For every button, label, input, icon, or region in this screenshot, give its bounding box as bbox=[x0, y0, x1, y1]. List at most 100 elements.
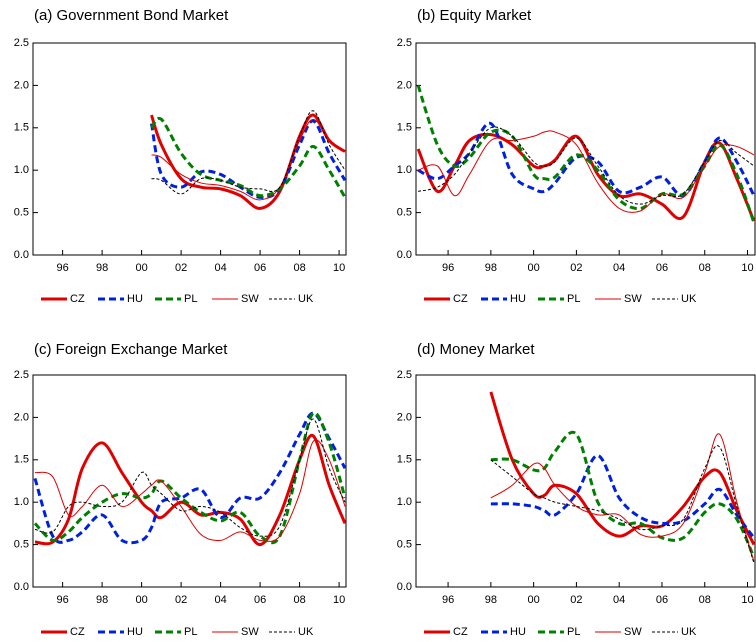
x-tick-label: 02 bbox=[175, 262, 187, 274]
panel-title: (d) Money Market bbox=[417, 341, 535, 358]
panel-title: (a) Government Bond Market bbox=[34, 7, 229, 24]
y-tick-label: 2.5 bbox=[14, 37, 29, 49]
series-line bbox=[416, 132, 755, 222]
x-tick-label: 06 bbox=[254, 594, 266, 606]
legend: CZ HU PL SW UK bbox=[424, 626, 697, 638]
x-tick-label: 98 bbox=[485, 594, 497, 606]
x-tick-label: 96 bbox=[442, 262, 454, 274]
y-tick-label: 1.5 bbox=[14, 454, 29, 466]
x-tick-label: 08 bbox=[699, 262, 711, 274]
y-tick-label: 0.0 bbox=[14, 249, 29, 261]
series-line bbox=[490, 430, 755, 558]
series-line bbox=[151, 110, 346, 195]
legend-label: SW bbox=[624, 626, 642, 638]
legend-label: CZ bbox=[453, 626, 468, 638]
y-tick-label: 2.5 bbox=[14, 369, 29, 381]
x-tick-label: 10 bbox=[333, 262, 345, 274]
x-tick-label: 06 bbox=[656, 594, 668, 606]
y-tick-label: 0.5 bbox=[397, 539, 412, 551]
legend-label: UK bbox=[681, 626, 697, 638]
series-line bbox=[150, 113, 346, 210]
y-tick-label: 1.5 bbox=[397, 454, 412, 466]
x-tick-label: 98 bbox=[96, 262, 108, 274]
x-tick-label: 00 bbox=[135, 262, 147, 274]
x-tick-label: 98 bbox=[96, 594, 108, 606]
x-tick-label: 02 bbox=[175, 594, 187, 606]
y-tick-label: 0.0 bbox=[397, 581, 412, 593]
y-tick-label: 1.0 bbox=[397, 164, 412, 176]
panel: (c) Foreign Exchange Market 0.0 0.5 1.0 1.5 2… bbox=[14, 341, 347, 638]
x-tick-label: 96 bbox=[56, 594, 68, 606]
legend-label: UK bbox=[681, 293, 697, 305]
x-tick-label: 04 bbox=[613, 262, 625, 274]
legend-label: CZ bbox=[70, 626, 85, 638]
y-tick-label: 1.0 bbox=[14, 496, 29, 508]
series-line bbox=[489, 391, 755, 546]
x-tick-label: 10 bbox=[741, 262, 753, 274]
y-tick-label: 2.0 bbox=[397, 411, 412, 423]
legend-label: HU bbox=[127, 293, 143, 305]
x-tick-label: 04 bbox=[214, 262, 226, 274]
plot-frame bbox=[415, 374, 756, 588]
x-tick-label: 10 bbox=[741, 594, 753, 606]
series-line bbox=[150, 116, 346, 199]
panel: (a) Government Bond Market 0.0 0.5 1.0 1.5 2.… bbox=[14, 7, 347, 305]
series-line bbox=[151, 118, 346, 201]
legend: CZ HU PL SW UK bbox=[424, 293, 697, 305]
panel-title: (b) Equity Market bbox=[417, 7, 532, 24]
legend-label: SW bbox=[241, 293, 259, 305]
y-tick-label: 1.5 bbox=[397, 122, 412, 134]
y-tick-label: 1.0 bbox=[397, 496, 412, 508]
series-line bbox=[34, 439, 346, 542]
y-tick-label: 2.0 bbox=[397, 79, 412, 91]
x-tick-label: 06 bbox=[254, 262, 266, 274]
legend-label: CZ bbox=[453, 293, 468, 305]
panel: (d) Money Market 0.0 0.5 1.0 1.5 2.0 2.5 96 98 00… bbox=[397, 341, 756, 638]
y-tick-label: 1.0 bbox=[14, 164, 29, 176]
legend-label: CZ bbox=[70, 293, 85, 305]
legend-label: PL bbox=[184, 293, 197, 305]
legend-label: SW bbox=[241, 626, 259, 638]
legend-label: HU bbox=[127, 626, 143, 638]
x-tick-label: 08 bbox=[699, 594, 711, 606]
y-tick-label: 0.0 bbox=[397, 249, 412, 261]
x-tick-label: 96 bbox=[442, 594, 454, 606]
series-line bbox=[417, 130, 755, 213]
x-tick-label: 02 bbox=[570, 594, 582, 606]
y-tick-label: 2.0 bbox=[14, 79, 29, 91]
legend-label: PL bbox=[567, 626, 580, 638]
series-line bbox=[490, 433, 755, 562]
y-tick-label: 0.5 bbox=[14, 539, 29, 551]
x-tick-label: 06 bbox=[656, 262, 668, 274]
series-line bbox=[34, 418, 346, 537]
plot-frame bbox=[415, 42, 756, 256]
x-tick-label: 08 bbox=[293, 262, 305, 274]
series-line bbox=[418, 126, 755, 205]
series-line bbox=[33, 411, 346, 545]
y-tick-label: 1.5 bbox=[14, 122, 29, 134]
y-tick-label: 0.5 bbox=[14, 207, 29, 219]
x-tick-label: 98 bbox=[485, 262, 497, 274]
legend-label: UK bbox=[298, 293, 314, 305]
legend-label: HU bbox=[510, 293, 526, 305]
plot-frame bbox=[32, 42, 347, 256]
x-tick-label: 10 bbox=[333, 594, 345, 606]
series-line bbox=[490, 445, 755, 564]
x-tick-label: 00 bbox=[135, 594, 147, 606]
series-line bbox=[490, 454, 755, 539]
y-tick-label: 2.5 bbox=[397, 369, 412, 381]
legend-label: PL bbox=[184, 626, 197, 638]
x-tick-label: 00 bbox=[528, 594, 540, 606]
x-tick-label: 00 bbox=[528, 262, 540, 274]
x-tick-label: 04 bbox=[214, 594, 226, 606]
x-tick-label: 02 bbox=[570, 262, 582, 274]
legend-label: HU bbox=[510, 626, 526, 638]
legend-label: UK bbox=[298, 626, 314, 638]
y-tick-label: 0.5 bbox=[397, 207, 412, 219]
x-tick-label: 08 bbox=[293, 594, 305, 606]
plot-frame bbox=[32, 374, 347, 588]
series-line bbox=[34, 433, 346, 547]
legend-label: PL bbox=[567, 293, 580, 305]
legend: CZ HU PL SW UK bbox=[41, 293, 314, 305]
panel-title: (c) Foreign Exchange Market bbox=[34, 341, 228, 358]
